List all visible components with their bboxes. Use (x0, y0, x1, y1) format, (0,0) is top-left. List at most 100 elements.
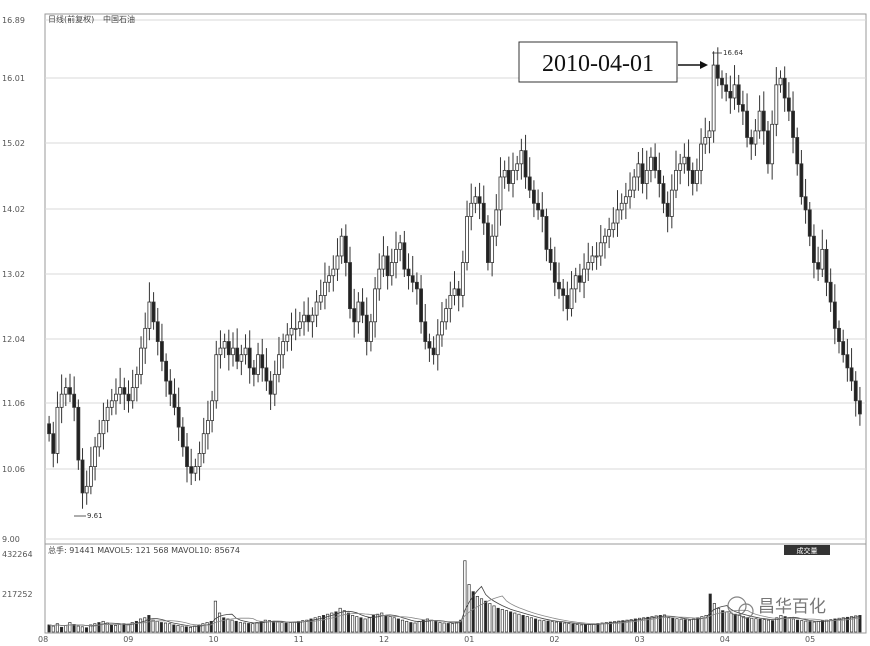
volume-bar (567, 623, 571, 633)
price-tick-label: 14.02 (2, 205, 25, 214)
candle (281, 341, 286, 356)
volume-bar (326, 613, 330, 633)
candle (343, 235, 348, 263)
candle (47, 423, 51, 435)
candle (594, 255, 599, 258)
candle (323, 281, 327, 296)
candle (544, 216, 549, 250)
volume-bar (384, 615, 388, 633)
volume-bar (592, 623, 596, 633)
candle (193, 466, 198, 474)
candle (314, 301, 319, 316)
volume-bar (550, 621, 554, 633)
volume-bar (334, 611, 338, 633)
volume-button[interactable] (784, 545, 830, 555)
volume-bar (459, 619, 463, 633)
candle (569, 288, 574, 310)
candle (582, 268, 586, 283)
candle (490, 235, 495, 263)
volume-bar (754, 618, 758, 633)
candle (356, 301, 361, 323)
candle (277, 354, 281, 375)
candle (552, 262, 557, 283)
candle (318, 295, 323, 303)
candle (519, 150, 524, 165)
candle (222, 341, 227, 349)
candle (310, 314, 315, 323)
candle (502, 169, 507, 178)
volume-bar (388, 616, 392, 633)
volume-bar (188, 626, 193, 633)
price-gridlines (45, 19, 866, 540)
candle (841, 341, 846, 356)
volume-bar (400, 619, 405, 633)
candle (93, 446, 97, 467)
candle (456, 288, 461, 296)
volume-bar (542, 620, 546, 633)
volume-bar (355, 616, 359, 633)
candle (523, 150, 528, 178)
volume-bar (313, 617, 317, 633)
volume-bar (504, 610, 509, 633)
candle (251, 367, 256, 375)
volume-bar (209, 620, 213, 633)
candle (557, 281, 561, 290)
volume-bar (450, 623, 454, 633)
volume-bar (159, 622, 163, 633)
volume-bar (829, 619, 833, 633)
candle (623, 196, 628, 204)
volume-bar (704, 615, 708, 633)
volume-bar (363, 618, 367, 633)
candle (327, 275, 332, 283)
volume-bar (858, 615, 862, 633)
volume-bar (434, 620, 438, 633)
x-tick-label: 01 (464, 635, 474, 644)
candle (469, 202, 474, 217)
volume-bar (488, 603, 492, 633)
volume-bar (687, 619, 691, 633)
candle (147, 301, 152, 329)
volume-bar (779, 615, 783, 633)
candle (828, 281, 833, 303)
volume-button-label[interactable]: 成交量 (797, 546, 818, 555)
candle (210, 400, 214, 421)
volume-bar (89, 624, 93, 633)
volume-bar (263, 619, 267, 633)
volume-bar (775, 617, 779, 633)
volume-bar (496, 607, 500, 633)
candle (143, 327, 148, 349)
volume-bar (155, 620, 159, 633)
volume-panel-label: 总手: 91441 MAVOL5: 121 568 MAVOL10: 85674 (48, 545, 240, 555)
volume-bar (800, 620, 804, 633)
volume-bar (696, 617, 700, 633)
candle (678, 163, 683, 171)
volume-bar (492, 605, 496, 633)
candle (364, 314, 369, 342)
volume-bar (513, 612, 517, 633)
volume-bar (517, 613, 521, 633)
volume-bar (242, 622, 247, 633)
candle (628, 189, 632, 198)
price-tick-label: 16.89 (2, 16, 25, 25)
candle (369, 321, 373, 342)
volume-bar (479, 598, 484, 633)
volume-bar (854, 615, 858, 633)
price-panel-label: 日线(前复权) (48, 14, 94, 24)
candle (51, 433, 56, 454)
candle (615, 209, 620, 224)
candle (853, 380, 858, 402)
volume-bar (604, 622, 608, 633)
volume-bar (588, 624, 592, 633)
candle (335, 255, 340, 270)
candle (690, 169, 695, 184)
candle (151, 301, 156, 323)
candle (498, 176, 503, 211)
candle (799, 163, 804, 198)
volume-bar (139, 618, 143, 633)
candle (837, 327, 841, 342)
volume-bar (667, 617, 671, 633)
volume-bar (118, 624, 122, 633)
volume-bar (637, 617, 642, 633)
volume-bar (367, 617, 371, 633)
volume-bar (276, 621, 280, 633)
